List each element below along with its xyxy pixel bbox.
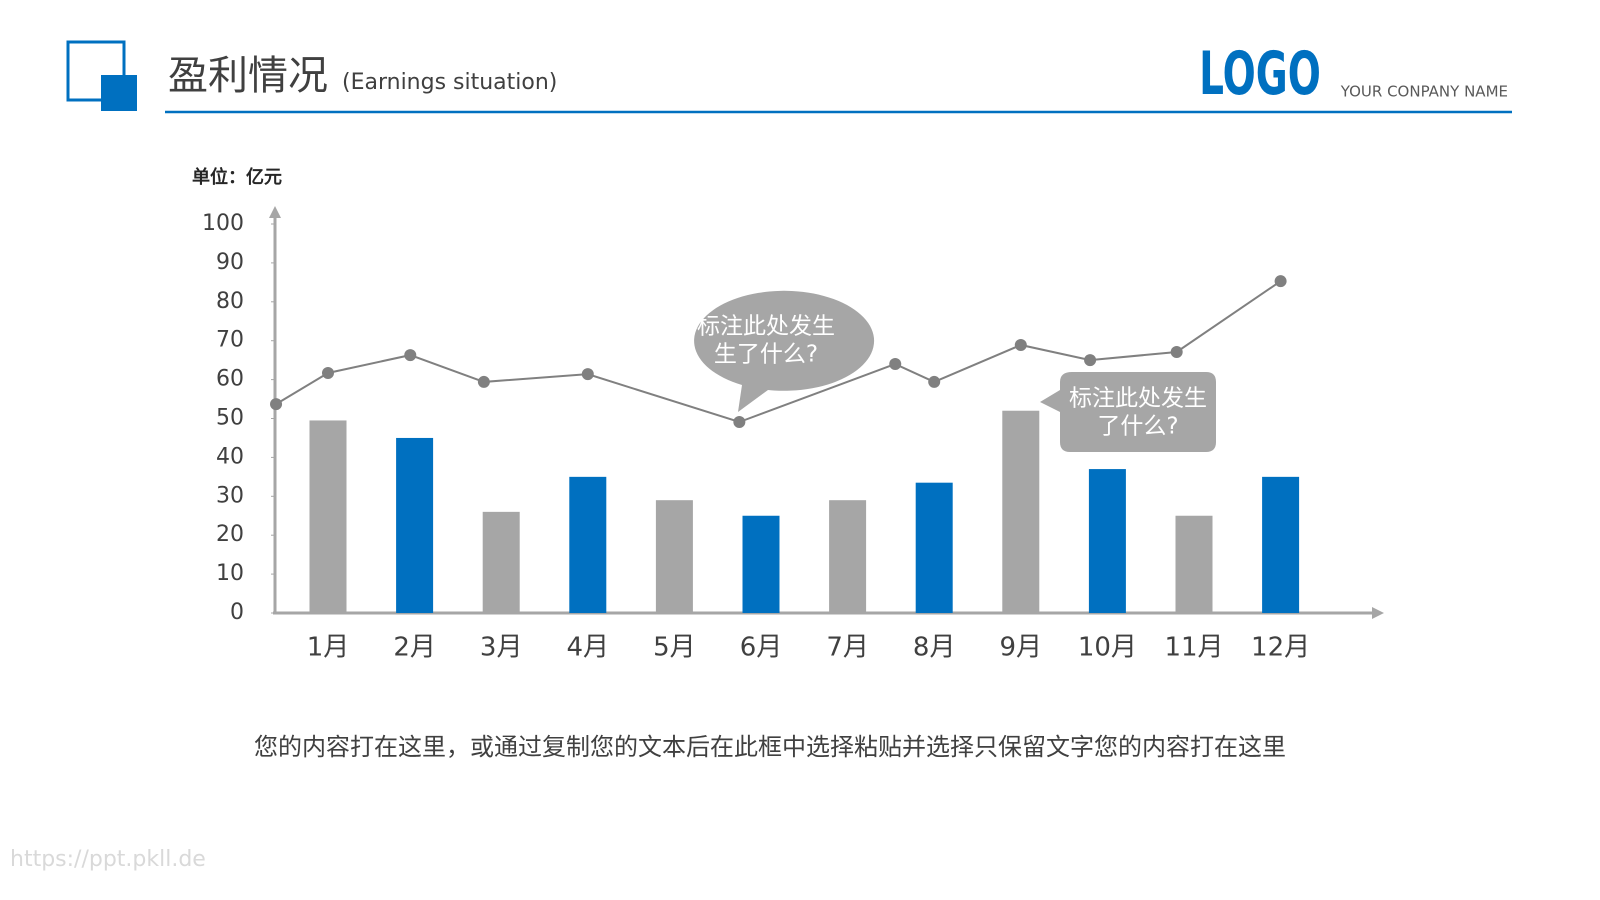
x-tick-label: 6月: [740, 633, 783, 663]
body-text: 您的内容打在这里，或通过复制您的文本后在此框中选择粘贴并选择只保留文字您的内容打…: [254, 733, 1286, 761]
axis-arrow: [1372, 607, 1384, 619]
trend-point: [1084, 354, 1097, 367]
bar: [829, 500, 867, 613]
y-tick-label: 100: [202, 211, 244, 236]
callout-bubble: [1040, 372, 1216, 452]
callout-text: 了什么?: [1097, 414, 1178, 440]
bar: [742, 515, 780, 613]
x-tick-label: 1月: [307, 633, 350, 663]
bar: [309, 420, 347, 613]
y-tick-label: 30: [216, 483, 244, 508]
x-tick-label: 4月: [567, 633, 610, 663]
trend-line: [275, 280, 1282, 424]
x-tick-label: 9月: [1000, 633, 1043, 663]
trend-point: [889, 358, 902, 371]
bar: [1002, 410, 1040, 613]
title: 盈利情况: [168, 53, 328, 99]
trend-point: [1274, 275, 1287, 288]
axis-arrow: [269, 206, 281, 218]
company-name: YOUR CONPANY NAME: [1340, 83, 1508, 101]
trend-point: [928, 375, 941, 388]
deco-square-fill: [101, 75, 137, 111]
trend-point: [733, 416, 746, 429]
x-tick-label: 12月: [1251, 633, 1310, 663]
trend-point: [1170, 345, 1183, 358]
bar: [655, 500, 693, 613]
callout-text: 标注此处发生: [697, 314, 835, 340]
y-tick-label: 50: [216, 406, 244, 431]
y-tick-label: 60: [216, 367, 244, 392]
trend-point: [477, 375, 490, 388]
x-tick-label: 5月: [653, 633, 696, 663]
x-tick-label: 8月: [913, 633, 956, 663]
bar: [1262, 476, 1300, 613]
x-tick-label: 10月: [1078, 633, 1137, 663]
watermark: https://ppt.pkll.de: [10, 847, 206, 872]
unit-label: 单位：亿元: [192, 166, 282, 188]
y-tick-label: 0: [230, 600, 244, 625]
x-tick-label: 11月: [1164, 633, 1223, 663]
x-tick-label: 3月: [480, 633, 523, 663]
callout-text: 标注此处发生: [1069, 386, 1207, 412]
bar: [396, 437, 434, 613]
trend-point: [322, 366, 334, 379]
y-tick-label: 70: [216, 328, 244, 353]
deco-square: [66, 40, 126, 102]
y-tick-label: 20: [216, 522, 244, 547]
x-tick-label: 2月: [393, 633, 436, 663]
x-tick-label: 7月: [826, 633, 869, 663]
bar: [569, 476, 607, 613]
trend-point: [581, 368, 594, 381]
y-tick-label: 40: [216, 444, 244, 469]
bar: [1088, 469, 1126, 613]
trend-point: [1014, 338, 1027, 351]
subtitle: (Earnings situation): [342, 70, 557, 95]
trend-point: [404, 349, 417, 362]
bar: [482, 511, 520, 613]
callout-bubble: [694, 290, 875, 412]
trend-point: [270, 398, 283, 411]
bar: [1175, 515, 1213, 613]
callout-text: 生了什么?: [714, 342, 818, 368]
logo: LOGO: [1199, 38, 1321, 108]
y-tick-label: 90: [216, 250, 244, 275]
y-tick-label: 80: [216, 289, 244, 314]
y-tick-label: 10: [216, 561, 244, 586]
bar: [915, 482, 953, 613]
